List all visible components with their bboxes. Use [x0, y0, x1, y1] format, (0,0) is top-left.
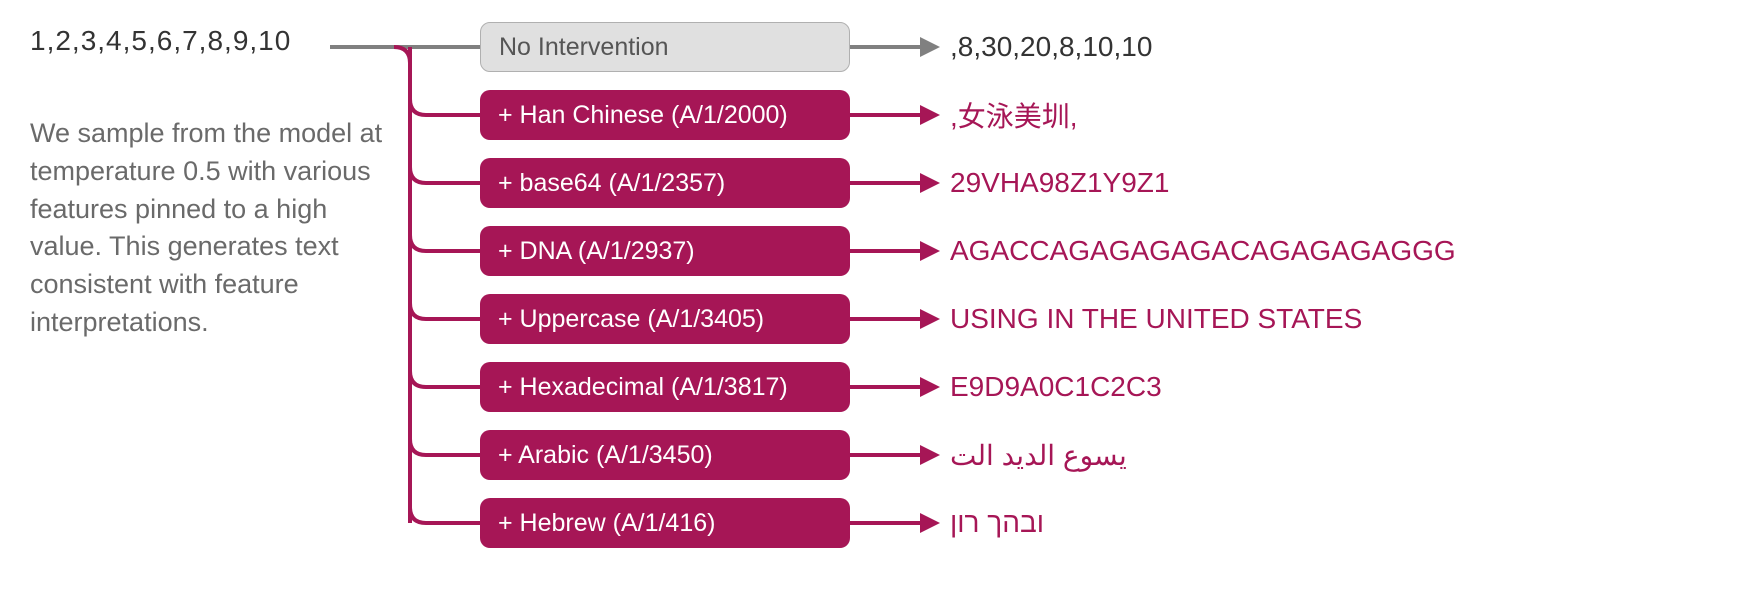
pill-label: + DNA (A/1/2937) [498, 237, 695, 266]
pill-label: + Uppercase (A/1/3405) [498, 305, 764, 334]
no-intervention-pill: No Intervention [480, 22, 850, 72]
feature-pill: + Uppercase (A/1/3405) [480, 294, 850, 344]
feature-pill: + Arabic (A/1/3450) [480, 430, 850, 480]
output-text: AGACCAGAGAGAGACAGAGAGAGGG [950, 235, 1456, 267]
pill-label: + Arabic (A/1/3450) [498, 441, 713, 470]
feature-pill: + base64 (A/1/2357) [480, 158, 850, 208]
output-text: USING IN THE UNITED STATES [950, 303, 1362, 335]
input-sequence: 1,2,3,4,5,6,7,8,9,10 [30, 25, 291, 57]
feature-pill: + Hexadecimal (A/1/3817) [480, 362, 850, 412]
output-text: ,女泳美圳, [950, 95, 1078, 135]
feature-row: + Uppercase (A/1/3405) USING IN THE UNITE… [480, 292, 1456, 346]
pill-label: + Hexadecimal (A/1/3817) [498, 373, 788, 402]
output-text: ,8,30,20,8,10,10 [950, 31, 1152, 63]
feature-row: + base64 (A/1/2357) 29VHA98Z1Y9Z1 [480, 156, 1456, 210]
pill-label: + base64 (A/1/2357) [498, 169, 725, 198]
feature-row: No Intervention ,8,30,20,8,10,10 [480, 20, 1456, 74]
feature-row: + Arabic (A/1/3450) يسوع الديد الت [480, 428, 1456, 482]
pill-label: No Intervention [499, 33, 669, 62]
output-text: يسوع الديد الت [950, 439, 1127, 472]
feature-pill: + Han Chinese (A/1/2000) [480, 90, 850, 140]
output-text: ובהך רון [950, 507, 1044, 539]
feature-row: + Hebrew (A/1/416) ובהך רון [480, 496, 1456, 550]
feature-row: + DNA (A/1/2937) AGACCAGAGAGAGACAGAGAGAGG… [480, 224, 1456, 278]
output-text: 29VHA98Z1Y9Z1 [950, 167, 1169, 199]
feature-pill: + DNA (A/1/2937) [480, 226, 850, 276]
feature-pill: + Hebrew (A/1/416) [480, 498, 850, 548]
pill-label: + Hebrew (A/1/416) [498, 509, 715, 538]
output-text: E9D9A0C1C2C3 [950, 371, 1162, 403]
rows-container: No Intervention ,8,30,20,8,10,10 + Han Chi… [480, 20, 1456, 564]
feature-row: + Han Chinese (A/1/2000) ,女泳美圳, [480, 88, 1456, 142]
feature-row: + Hexadecimal (A/1/3817) E9D9A0C1C2C3 [480, 360, 1456, 414]
pill-label: + Han Chinese (A/1/2000) [498, 101, 788, 130]
connector-svg [330, 20, 500, 590]
